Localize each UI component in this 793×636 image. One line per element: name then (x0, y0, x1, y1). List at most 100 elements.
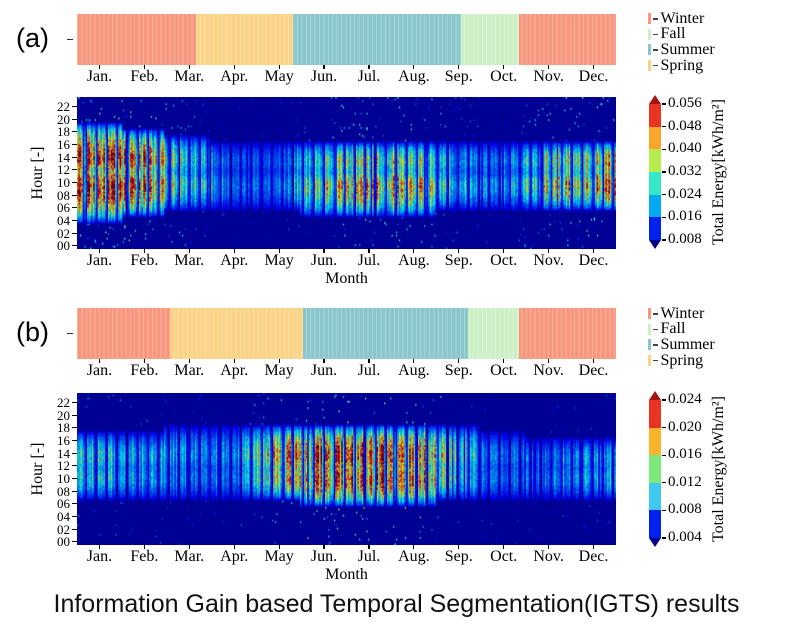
month-tick (143, 545, 145, 549)
season-bar-stripes (77, 308, 616, 359)
month-label: Jan. (86, 252, 113, 269)
month-label: Nov. (533, 252, 564, 269)
colorbar-tick-label: 0.020 (668, 418, 702, 435)
month-tick (233, 359, 235, 363)
month-tick (233, 65, 235, 69)
month-tick (458, 545, 460, 549)
legend-entry-spring: Spring (648, 57, 793, 74)
month-label: Sep. (444, 362, 473, 379)
hour-tick (72, 528, 77, 530)
month-tick (548, 249, 550, 253)
legend-label: Summer (660, 40, 715, 58)
month-tick (548, 359, 550, 363)
season-segment-winter (518, 308, 616, 359)
hour-tick-label: 20 (57, 111, 70, 127)
month-tick (323, 545, 325, 549)
season-segment-winter (77, 308, 171, 359)
month-tick (413, 545, 415, 549)
month-label: Mar. (174, 252, 205, 269)
colorbar (649, 95, 661, 249)
colorbar-segment (649, 126, 661, 150)
season-segment-summer (302, 308, 469, 359)
month-tick (188, 545, 190, 549)
colorbar-tick-label: 0.024 (668, 391, 702, 407)
colorbar-segment (649, 455, 661, 484)
colorbar-arrow-bottom (649, 538, 661, 547)
panel-a-label: (a) (16, 22, 49, 53)
legend-color-tick (648, 28, 651, 40)
season-segment-summer (293, 14, 461, 65)
season-bar (77, 308, 616, 359)
hour-tick (72, 427, 77, 429)
month-label: Apr. (220, 68, 249, 85)
month-label: Oct. (490, 548, 518, 565)
month-label: Nov. (533, 68, 564, 85)
month-tick (458, 249, 460, 253)
legend-dash (652, 49, 658, 51)
month-tick (413, 65, 415, 69)
legend-color-tick (648, 13, 651, 25)
season-legend: Winter Fall Summer Spring (648, 10, 793, 74)
colorbar-tick-label: 0.016 (668, 446, 702, 463)
colorbar-segment (649, 482, 661, 511)
month-label: Oct. (490, 68, 518, 85)
hour-tick-label: 18 (57, 420, 70, 436)
month-label: Feb. (130, 252, 159, 269)
month-label: Aug. (398, 68, 430, 85)
month-tick (592, 65, 595, 69)
hour-tick-label: 18 (57, 124, 70, 140)
panel-a-axis-tick (67, 38, 73, 41)
colorbar-tick (662, 148, 666, 150)
month-label: May (264, 252, 294, 269)
legend-label: Winter (660, 304, 705, 322)
colorbar-segment (649, 149, 661, 173)
legend-label: Summer (660, 335, 715, 353)
colorbar-tick-label: 0.008 (668, 501, 702, 518)
hour-tick-label: 10 (57, 175, 70, 190)
colorbar-tick-label: 0.008 (668, 231, 702, 247)
legend-color-tick (648, 323, 651, 335)
month-tick (143, 65, 145, 69)
colorbar-tick-label: 0.012 (668, 473, 702, 490)
hour-tick (72, 439, 77, 442)
season-segment-fall (468, 308, 519, 359)
colorbar-tick (662, 399, 666, 401)
legend-color-tick (648, 339, 651, 351)
hour-tick-label: 04 (57, 213, 70, 228)
colorbar-segment (649, 104, 661, 128)
month-tick (188, 359, 190, 363)
colorbar-tick (662, 509, 666, 511)
colorbar-tick (662, 103, 666, 105)
hour-tick-label: 16 (57, 137, 70, 152)
hour-tick (72, 219, 77, 222)
month-tick (188, 249, 190, 253)
season-segment-spring (170, 308, 303, 359)
month-label: Oct. (490, 362, 518, 379)
hour-tick (72, 452, 77, 454)
hour-tick (72, 401, 77, 404)
colorbar-tick (662, 171, 666, 173)
hour-tick (72, 143, 77, 146)
month-label: Jul. (357, 252, 381, 269)
month-tick (368, 359, 370, 363)
month-label: May (264, 68, 294, 85)
month-tick (503, 359, 505, 363)
hour-tick-label: 02 (57, 521, 70, 537)
legend-dash (652, 313, 658, 315)
colorbar-tick (662, 194, 666, 196)
month-label: Aug. (398, 362, 430, 379)
month-tick (143, 249, 145, 253)
month-tick (98, 65, 101, 69)
month-tick (368, 545, 370, 549)
legend-color-tick (648, 308, 651, 320)
month-label: Apr. (220, 362, 249, 379)
month-tick (98, 249, 101, 253)
legend-dash (652, 344, 658, 346)
season-segment-spring (196, 14, 294, 65)
hour-tick-label: 00 (57, 534, 70, 550)
season-segment-winter (518, 14, 616, 65)
month-label: Dec. (578, 362, 609, 379)
month-tick (458, 359, 460, 363)
month-label: Dec. (578, 252, 609, 269)
